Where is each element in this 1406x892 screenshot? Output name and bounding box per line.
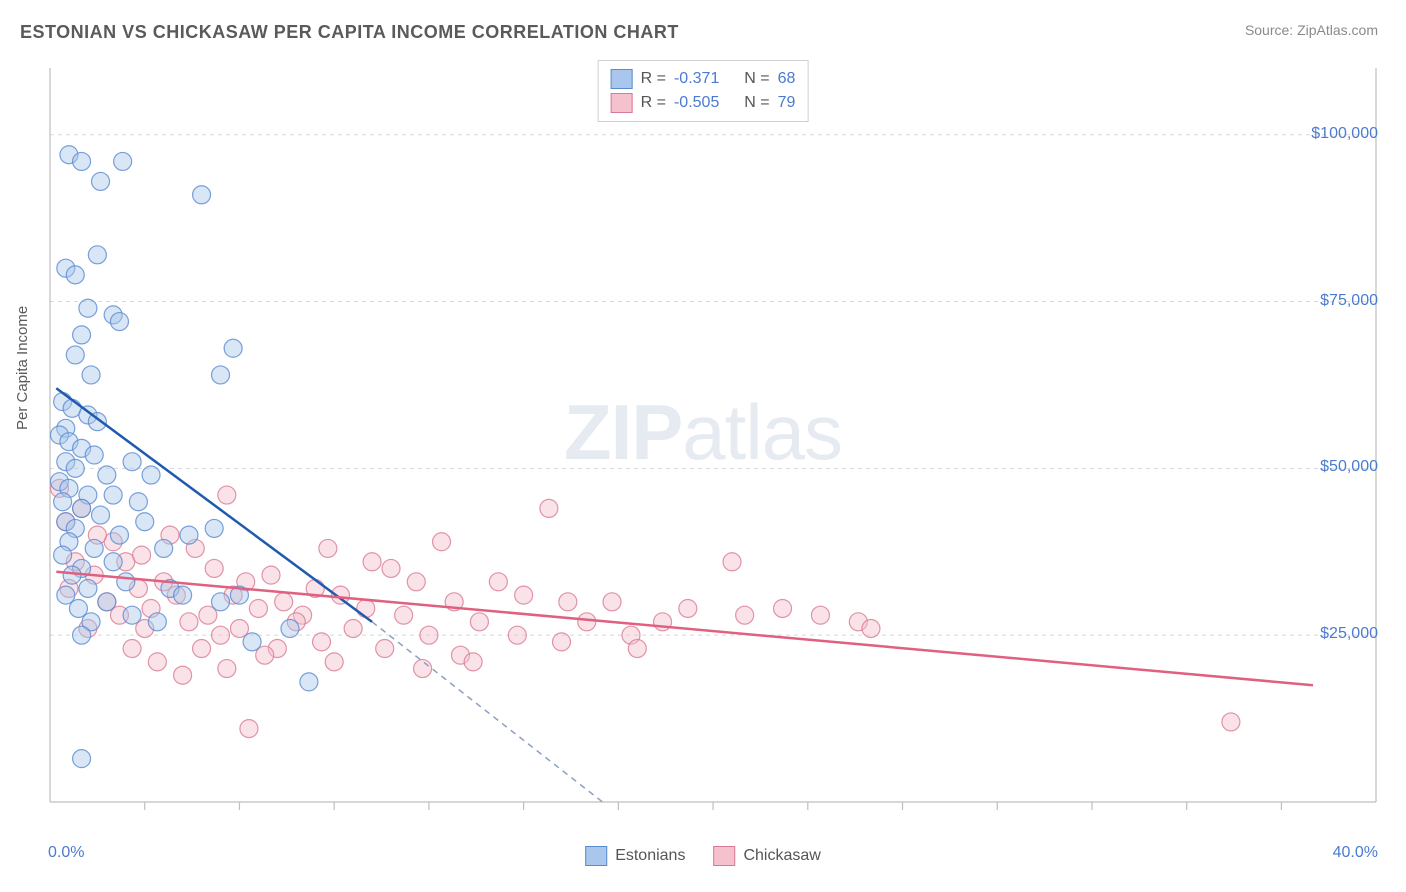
- legend-item: Estonians: [585, 846, 685, 866]
- scatter-plot-svg: [48, 60, 1378, 830]
- x-axis-max-label: 40.0%: [1333, 844, 1378, 862]
- y-axis-tick-label: $25,000: [1320, 625, 1378, 643]
- x-axis-min-label: 0.0%: [48, 844, 84, 862]
- chickasaw-swatch-icon: [611, 93, 633, 113]
- scatter-plot-area: [48, 60, 1378, 830]
- y-axis-tick-label: $50,000: [1320, 458, 1378, 476]
- estonians-swatch-icon: [611, 69, 633, 89]
- legend-label: Estonians: [615, 847, 685, 865]
- source-attribution: Source: ZipAtlas.com: [1245, 22, 1378, 38]
- legend-item: Chickasaw: [713, 846, 820, 866]
- y-axis-label: Per Capita Income: [14, 306, 31, 430]
- y-axis-tick-label: $75,000: [1320, 292, 1378, 310]
- chickasaw-swatch-icon: [713, 846, 735, 866]
- chart-title: ESTONIAN VS CHICKASAW PER CAPITA INCOME …: [20, 22, 679, 43]
- legend-stats: R = -0.371 N = 68 R = -0.505 N = 79: [598, 60, 809, 122]
- legend-series: Estonians Chickasaw: [585, 846, 821, 866]
- legend-stats-row: R = -0.371 N = 68: [611, 67, 796, 91]
- y-axis-tick-label: $100,000: [1311, 125, 1378, 143]
- legend-stats-row: R = -0.505 N = 79: [611, 91, 796, 115]
- estonians-swatch-icon: [585, 846, 607, 866]
- legend-label: Chickasaw: [743, 847, 820, 865]
